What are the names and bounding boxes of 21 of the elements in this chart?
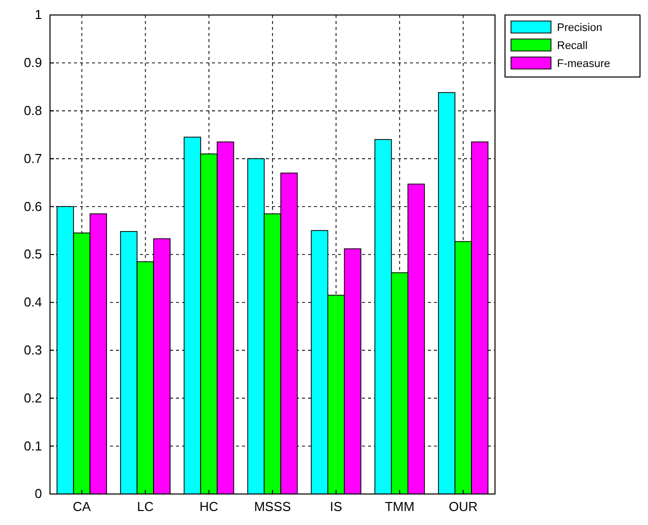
y-tick-label: 0.7 xyxy=(24,150,42,166)
y-tick-label: 0.8 xyxy=(24,102,42,118)
x-tick-label: IS xyxy=(330,499,343,514)
x-tick-label: MSSS xyxy=(254,499,292,514)
x-tick-label: CA xyxy=(72,499,92,514)
y-tick-label: 0.5 xyxy=(24,246,42,262)
y-tick-label: 0.6 xyxy=(24,198,42,214)
y-tick-label: 0.2 xyxy=(24,390,42,406)
legend-label: F-measure xyxy=(557,58,610,70)
x-tick-label: TMM xyxy=(384,499,414,514)
y-tick-label: 0.3 xyxy=(24,342,42,358)
x-tick-label: LC xyxy=(137,499,154,514)
x-tick-label: HC xyxy=(200,499,218,514)
y-tick-label: 0.9 xyxy=(24,55,42,70)
y-tick-label: 0.4 xyxy=(24,294,42,310)
y-tick-label: 0.1 xyxy=(24,438,42,454)
y-tick-label: 0 xyxy=(34,486,42,502)
x-tick-label: OUR xyxy=(448,499,478,514)
legend-label: Precision xyxy=(557,22,602,34)
legend-label: Recall xyxy=(557,40,588,52)
y-tick-label: 1 xyxy=(34,7,42,22)
